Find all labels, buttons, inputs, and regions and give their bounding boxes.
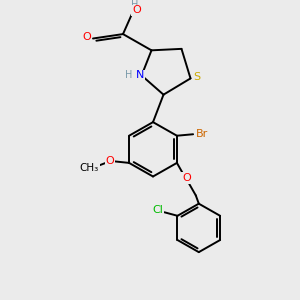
Text: Br: Br bbox=[195, 129, 208, 139]
Text: Cl: Cl bbox=[152, 205, 163, 215]
Text: O: O bbox=[182, 173, 191, 183]
Text: O: O bbox=[106, 156, 114, 167]
Text: O: O bbox=[82, 32, 91, 42]
Text: CH₃: CH₃ bbox=[80, 163, 99, 173]
Text: H: H bbox=[125, 70, 133, 80]
Text: N: N bbox=[136, 70, 144, 80]
Text: H: H bbox=[131, 0, 139, 10]
Text: O: O bbox=[132, 5, 141, 15]
Text: S: S bbox=[194, 72, 201, 82]
